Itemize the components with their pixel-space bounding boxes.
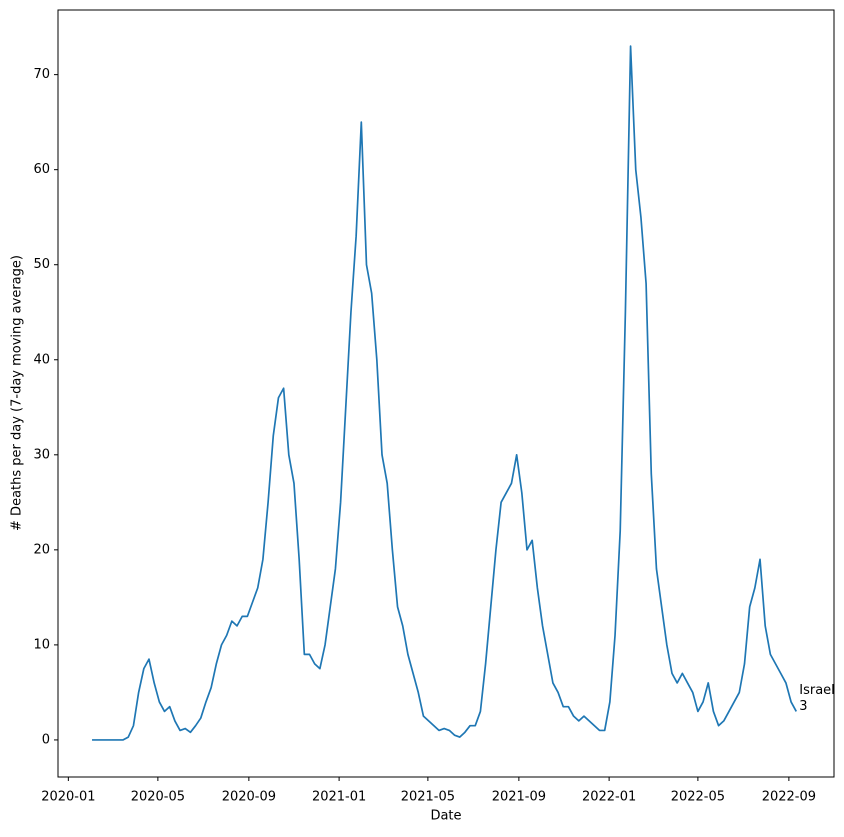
y-tick-label: 10 — [33, 637, 50, 652]
annotation: Israel — [799, 683, 835, 698]
axes-frame — [57, 9, 835, 778]
x-tick-label: 2021-01 — [312, 790, 366, 805]
y-tick-label: 50 — [33, 257, 50, 272]
y-axis-label: # Deaths per day (7-day moving average) — [10, 255, 25, 531]
x-tick-label: 2022-05 — [671, 790, 725, 805]
x-tick-label: 2022-09 — [762, 790, 816, 805]
x-axis-label: Date — [430, 809, 461, 824]
y-tick-label: 60 — [33, 162, 50, 177]
series-line — [92, 45, 798, 741]
x-tick-label: 2021-05 — [401, 790, 455, 805]
x-tick-label: 2022-01 — [582, 790, 636, 805]
y-tick-label: 30 — [33, 447, 50, 462]
y-tick-label: 20 — [33, 542, 50, 557]
x-tick-label: 2020-09 — [222, 790, 276, 805]
y-tick-label: 0 — [42, 732, 50, 747]
annotation: 3 — [799, 699, 807, 714]
x-tick-label: 2020-01 — [41, 790, 95, 805]
x-tick-label: 2020-05 — [131, 790, 185, 805]
y-tick-label: 40 — [33, 352, 50, 367]
x-tick-label: 2021-09 — [492, 790, 546, 805]
y-tick-label: 70 — [33, 67, 50, 82]
